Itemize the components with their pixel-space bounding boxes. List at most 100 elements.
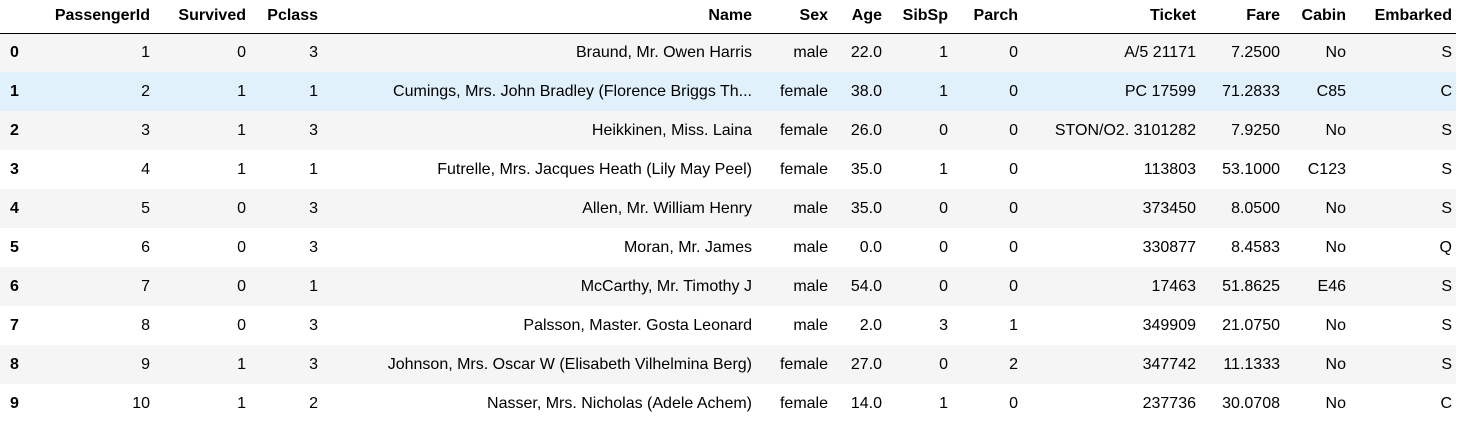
cell-embarked: S — [1441, 160, 1452, 178]
cell-sex: male — [793, 43, 828, 61]
cell-sex: female — [779, 160, 828, 178]
cell-sex: male — [793, 277, 828, 295]
cell-passengerid: 5 — [141, 199, 150, 217]
cell-cabin: E46 — [1317, 277, 1346, 295]
cell-embarked: S — [1441, 355, 1452, 373]
cell-embarked: S — [1441, 43, 1452, 61]
cell-passengerid: 2 — [141, 82, 150, 100]
table-row: 9 10 1 2 Nasser, Mrs. Nicholas (Adele Achem)… — [0, 384, 1456, 423]
table-row: 7 8 0 3 Palsson, Master. Gosta Leonard male 2.… — [0, 306, 1456, 345]
cell-pclass: 3 — [309, 355, 318, 373]
cell-sibsp: 3 — [939, 316, 948, 334]
cell-embarked: S — [1441, 277, 1452, 295]
cell-pclass: 3 — [309, 121, 318, 139]
cell-cabin: No — [1325, 394, 1346, 412]
cell-name: Nasser, Mrs. Nicholas (Adele Achem) — [487, 394, 752, 412]
cell-passengerid: 1 — [141, 43, 150, 61]
cell-age: 35.0 — [850, 160, 882, 178]
cell-sibsp: 0 — [939, 199, 948, 217]
cell-embarked: C — [1440, 394, 1452, 412]
cell-name: Heikkinen, Miss. Laina — [591, 121, 752, 139]
cell-passengerid: 4 — [141, 160, 150, 178]
column-header-embarked: Embarked — [1350, 0, 1456, 34]
cell-age: 14.0 — [850, 394, 882, 412]
column-header-ticket: Ticket — [1022, 0, 1200, 34]
cell-age: 27.0 — [850, 355, 882, 373]
cell-survived: 1 — [237, 82, 246, 100]
cell-pclass: 3 — [309, 43, 318, 61]
cell-fare: 53.1000 — [1222, 160, 1280, 178]
cell-passengerid: 7 — [141, 277, 150, 295]
cell-ticket: 113803 — [1143, 160, 1196, 178]
cell-passengerid: 9 — [141, 355, 150, 373]
cell-name: Moran, Mr. James — [623, 238, 752, 256]
table-row: 6 7 0 1 McCarthy, Mr. Timothy J male 54.0 0 0 174… — [0, 267, 1456, 306]
cell-parch: 0 — [1009, 160, 1018, 178]
table-row: 8 9 1 3 Johnson, Mrs. Oscar W (Elisabeth Vil… — [0, 345, 1456, 384]
cell-ticket: 347742 — [1142, 355, 1196, 373]
cell-embarked: Q — [1439, 238, 1452, 256]
column-header-cabin: Cabin — [1284, 0, 1350, 34]
column-header-parch: Parch — [952, 0, 1022, 34]
cell-name: Palsson, Master. Gosta Leonard — [523, 316, 752, 334]
row-index: 2 — [10, 121, 19, 139]
cell-sibsp: 0 — [939, 121, 948, 139]
cell-ticket: A/5 21171 — [1124, 43, 1196, 61]
row-index: 3 — [10, 160, 19, 178]
cell-sibsp: 1 — [939, 43, 948, 61]
cell-fare: 8.0500 — [1231, 199, 1280, 217]
table-row: 2 3 1 3 Heikkinen, Miss. Laina female 26.0 0 0 ST… — [0, 111, 1456, 150]
cell-survived: 0 — [237, 43, 246, 61]
cell-survived: 0 — [237, 316, 246, 334]
cell-name: Braund, Mr. Owen Harris — [575, 43, 752, 61]
cell-parch: 0 — [1009, 82, 1018, 100]
cell-passengerid: 8 — [141, 316, 150, 334]
table-row: 0 1 0 3 Braund, Mr. Owen Harris male 22.0 1 0 A/5… — [0, 33, 1456, 72]
cell-sibsp: 0 — [939, 277, 948, 295]
cell-cabin: No — [1325, 238, 1346, 256]
cell-fare: 21.0750 — [1222, 316, 1280, 334]
cell-pclass: 2 — [309, 394, 318, 412]
cell-cabin: No — [1325, 121, 1346, 139]
cell-pclass: 3 — [309, 316, 318, 334]
cell-sex: male — [793, 199, 828, 217]
row-index: 6 — [10, 277, 19, 295]
cell-survived: 1 — [237, 394, 246, 412]
cell-age: 2.0 — [859, 316, 882, 334]
table-body: 0 1 0 3 Braund, Mr. Owen Harris male 22.0 1 0 A/5… — [0, 33, 1456, 423]
cell-embarked: S — [1441, 199, 1452, 217]
cell-passengerid: 10 — [132, 394, 150, 412]
cell-sex: female — [779, 355, 828, 373]
cell-pclass: 1 — [309, 82, 318, 100]
cell-age: 0.0 — [859, 238, 882, 256]
cell-survived: 0 — [237, 238, 246, 256]
column-header-survived: Survived — [154, 0, 250, 34]
cell-ticket: 237736 — [1142, 394, 1196, 412]
table-row: 4 5 0 3 Allen, Mr. William Henry male 35.0 0 0 37… — [0, 189, 1456, 228]
cell-fare: 71.2833 — [1222, 82, 1280, 100]
table-row: 5 6 0 3 Moran, Mr. James male 0.0 0 0 330877 8.458… — [0, 228, 1456, 267]
cell-fare: 51.8625 — [1222, 277, 1280, 295]
row-index: 9 — [10, 394, 19, 412]
cell-fare: 11.1333 — [1223, 355, 1280, 373]
cell-cabin: No — [1325, 199, 1346, 217]
cell-sibsp: 1 — [939, 82, 948, 100]
cell-parch: 0 — [1009, 394, 1018, 412]
cell-parch: 0 — [1009, 277, 1018, 295]
cell-survived: 0 — [237, 199, 246, 217]
cell-sibsp: 1 — [939, 394, 948, 412]
cell-parch: 0 — [1009, 238, 1018, 256]
cell-fare: 7.2500 — [1231, 43, 1280, 61]
header-row: PassengerId Survived Pclass Name Sex Age… — [0, 0, 1456, 34]
cell-parch: 0 — [1009, 43, 1018, 61]
cell-cabin: No — [1325, 355, 1346, 373]
cell-survived: 1 — [237, 160, 246, 178]
cell-survived: 1 — [237, 121, 246, 139]
cell-cabin: No — [1325, 316, 1346, 334]
cell-name: Cumings, Mrs. John Bradley (Florence Bri… — [393, 82, 752, 100]
cell-ticket: 349909 — [1142, 316, 1196, 334]
row-index: 8 — [10, 355, 19, 373]
column-header-sibsp: SibSp — [886, 0, 952, 34]
